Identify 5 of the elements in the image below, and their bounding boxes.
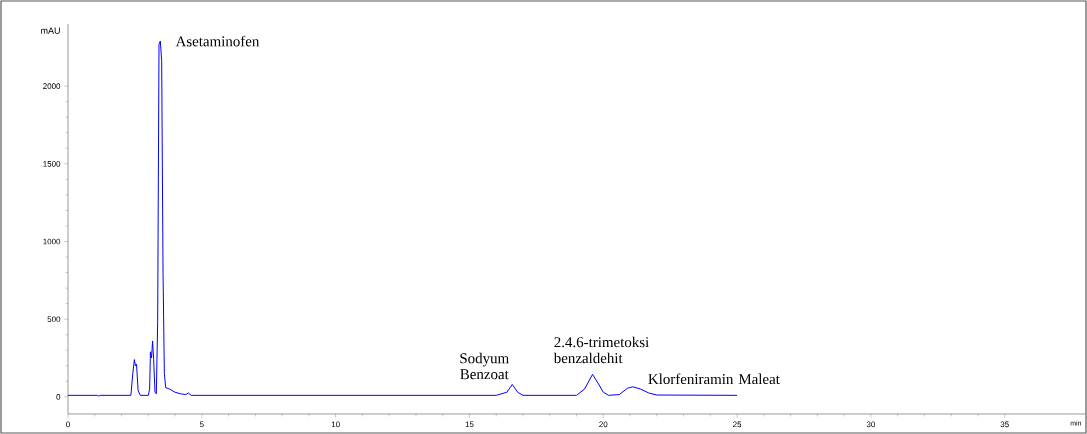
annotation: Sodyum Benzoat (460, 352, 509, 380)
annotation: Klorfeniramin Maleat (648, 373, 780, 385)
annotation: Asetaminofen (175, 35, 260, 47)
annotation: 2.4.6-trimetoksi benzaldehit (553, 336, 649, 364)
y-axis-title: mAU (41, 27, 60, 34)
